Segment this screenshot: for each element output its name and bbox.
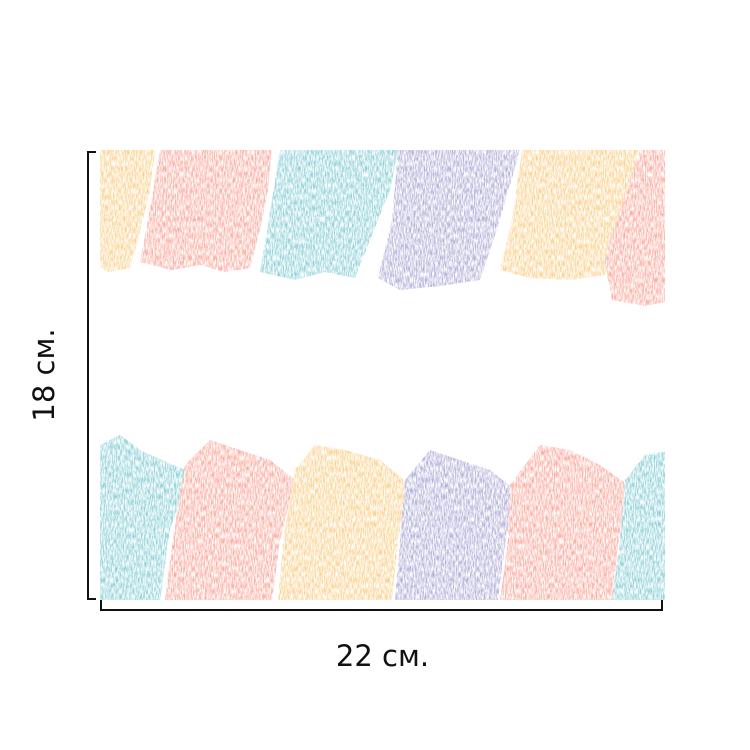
bottom-stroke-lavender — [395, 450, 515, 600]
bottom-stroke-coral — [165, 440, 295, 600]
bottom-stroke-teal — [100, 435, 190, 600]
width-label: 22 см. — [335, 639, 430, 673]
top-stroke-coral — [140, 150, 272, 272]
bottom-stroke-coral — [500, 445, 628, 600]
product-card — [100, 150, 665, 600]
crayon-stripes-illustration — [100, 150, 665, 600]
top-stroke-lavender — [378, 150, 520, 290]
bottom-stroke-teal — [612, 451, 665, 600]
top-stroke-teal — [260, 150, 398, 280]
width-dimension-bracket — [100, 600, 663, 611]
top-stroke-yellow — [500, 150, 638, 280]
bottom-stroke-yellow — [278, 445, 410, 600]
top-crayon-band — [100, 150, 665, 306]
top-stroke-yellow — [100, 150, 155, 272]
bottom-crayon-band — [100, 435, 665, 600]
height-dimension-bracket — [87, 151, 96, 600]
top-stroke-coral — [604, 150, 665, 306]
height-label: 18 см. — [27, 328, 61, 422]
